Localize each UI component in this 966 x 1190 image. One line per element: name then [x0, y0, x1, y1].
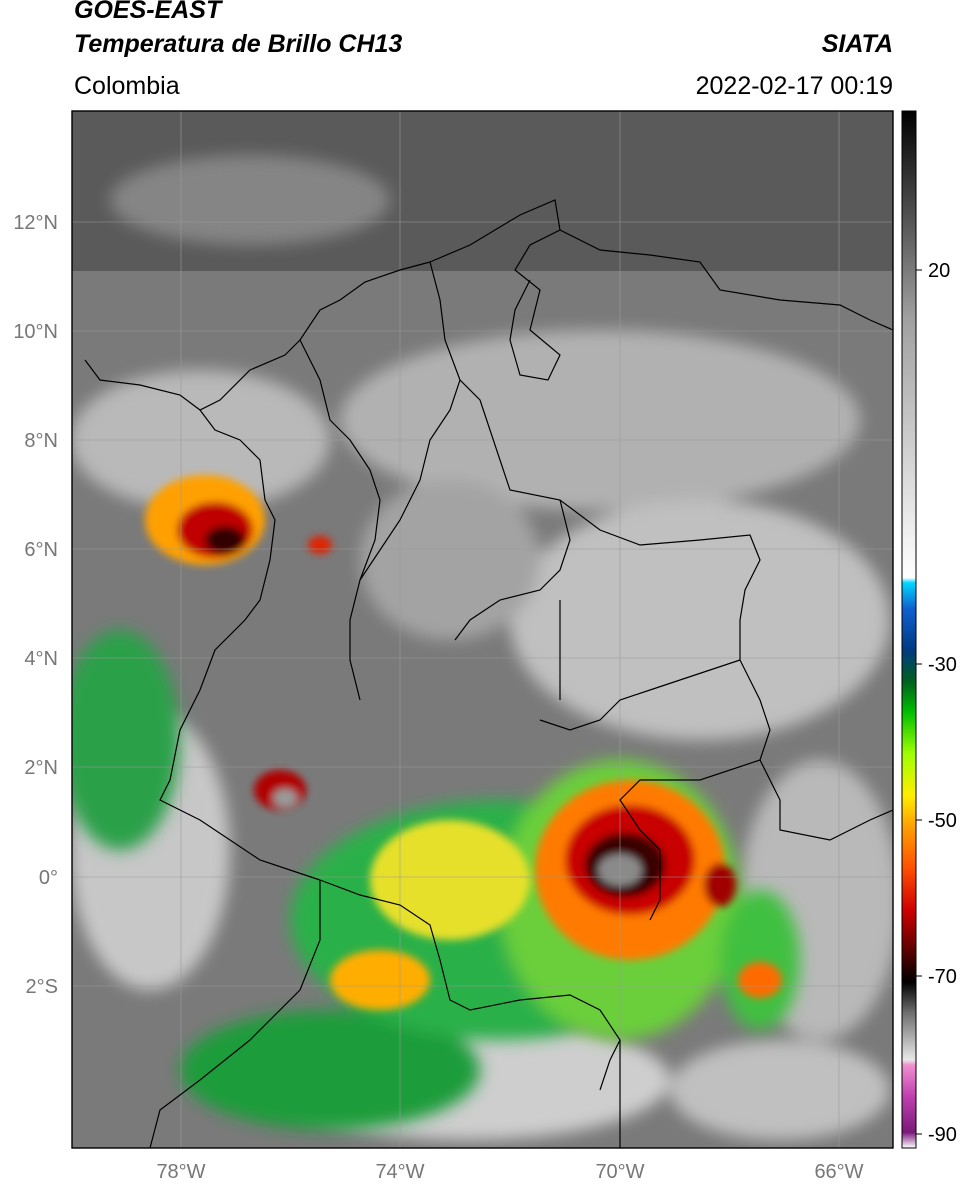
lon-label-78w: 78°W — [156, 1161, 205, 1183]
lon-label-74w: 74°W — [375, 1161, 424, 1183]
map-frame — [71, 110, 894, 1149]
product-title: Temperatura de Brillo CH13 — [74, 30, 403, 58]
colorbar-tick-minus30: -30 — [928, 654, 957, 676]
timestamp-label: 2022-02-17 00:19 — [695, 72, 893, 100]
graticule — [72, 111, 893, 1148]
lat-label-6n: 6°N — [24, 539, 58, 561]
lat-label-4n: 4°N — [24, 648, 58, 670]
colorbar-tick-minus90: -90 — [928, 1124, 957, 1146]
lat-label-2s: 2°S — [26, 976, 58, 998]
lat-label-8n: 8°N — [24, 430, 58, 452]
colorbar-tick-20: 20 — [928, 260, 950, 282]
lon-label-66w: 66°W — [814, 1161, 863, 1183]
country-borders — [84, 199, 893, 1148]
lon-label-70w: 70°W — [595, 1161, 644, 1183]
region-label: Colombia — [74, 72, 180, 100]
colorbar-tick-minus70: -70 — [928, 966, 957, 988]
lat-label-10n: 10°N — [13, 321, 58, 343]
cloud-imagery — [72, 111, 893, 1148]
lat-label-0: 0° — [39, 867, 58, 889]
lat-label-12n: 12°N — [13, 212, 58, 234]
colorbar-tick-minus50: -50 — [928, 810, 957, 832]
lat-label-2n: 2°N — [24, 757, 58, 779]
source-label: SIATA — [821, 30, 893, 58]
colorbar — [901, 110, 917, 1149]
satellite-title: GOES-EAST — [74, 0, 222, 24]
